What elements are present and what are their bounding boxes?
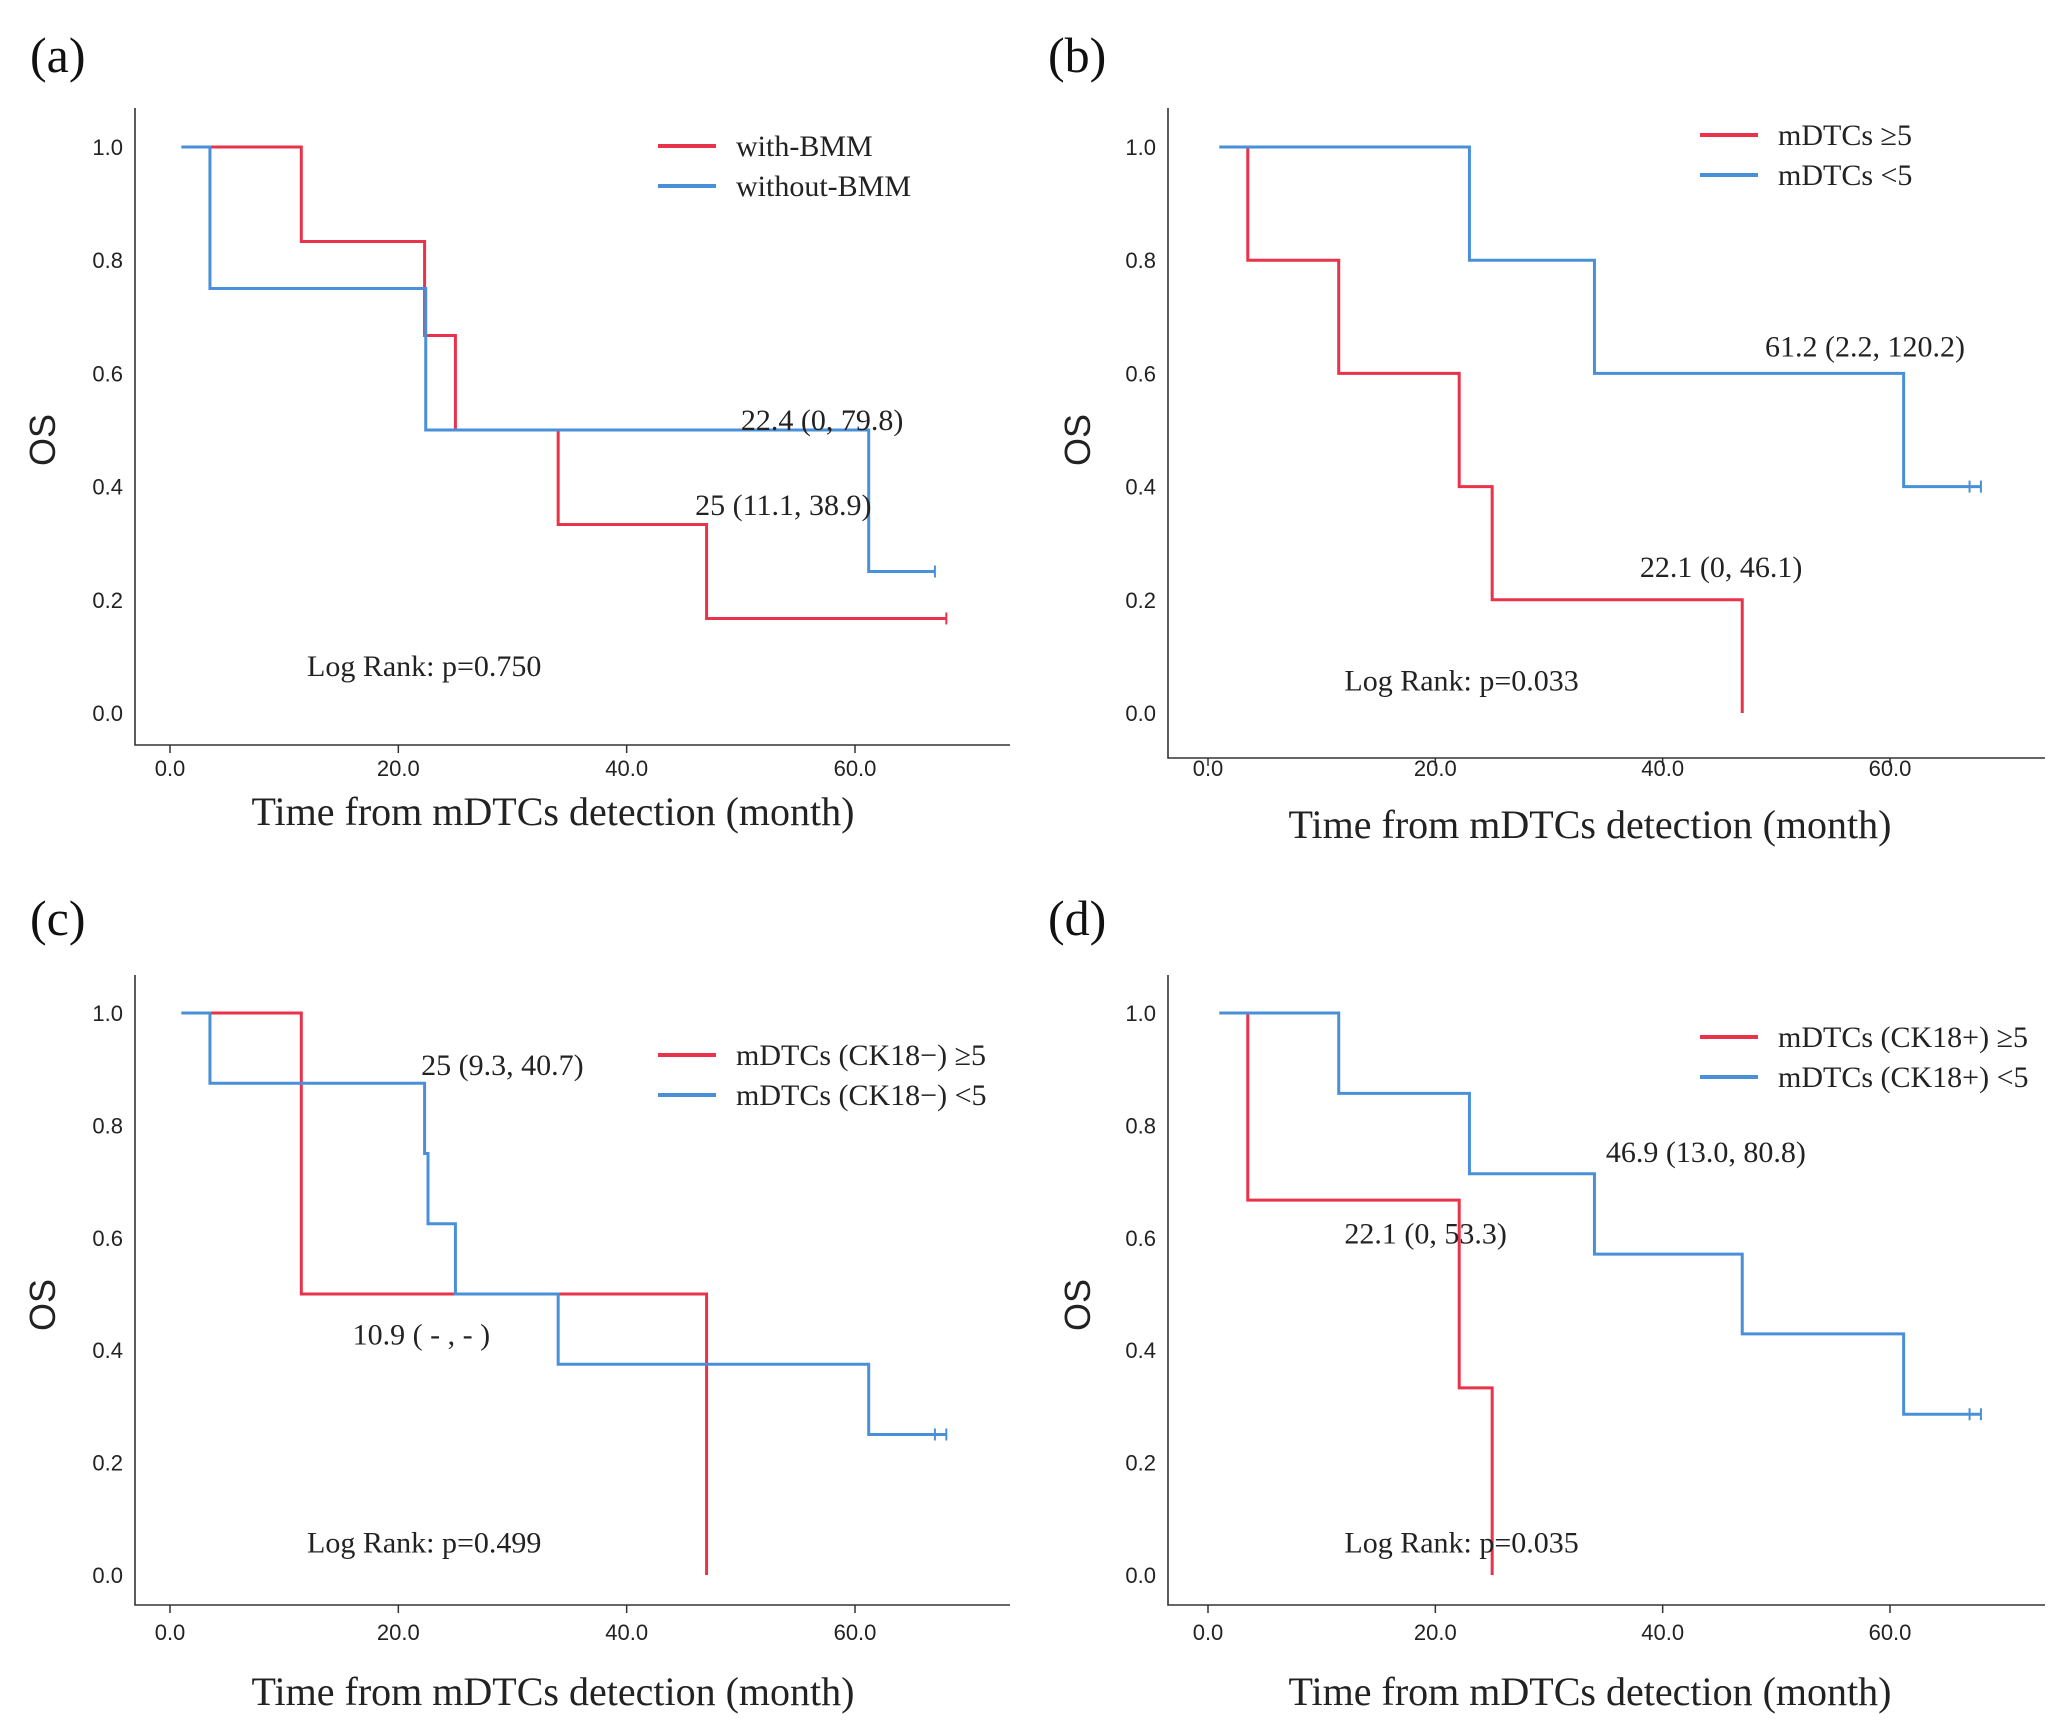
x-tick-label: 0.0 [1193, 1620, 1224, 1645]
panel-label: (d) [1048, 890, 1106, 946]
y-tick-label: 0.4 [1125, 1338, 1156, 1363]
km-curve-blue [181, 1011, 947, 1436]
axis-frame [134, 108, 1010, 746]
panel-b: (b) 0.0 0.2 0.4 0.6 0.8 1.0 0.0 20.0 40.0 60.0 OS Ti… [1048, 27, 2045, 847]
y-tick-label: 0.0 [92, 701, 123, 726]
y-tick-label: 0.6 [1125, 361, 1156, 386]
annotation-text: 25 (11.1, 38.9) [695, 489, 871, 522]
x-axis-title: Time from mDTCs detection (month) [1289, 1669, 1892, 1714]
axis-frame [134, 975, 1010, 1606]
y-axis-title: OS [1057, 414, 1098, 466]
y-tick-label: 0.8 [1125, 248, 1156, 273]
annotation-text: 10.9 ( - , - ) [353, 1319, 490, 1352]
km-curve-blue [1219, 1011, 1981, 1416]
y-tick-label: 0.4 [92, 475, 123, 500]
legend-label: mDTCs <5 [1778, 159, 1912, 192]
y-tick-label: 0.6 [92, 1226, 123, 1251]
km-curve-red [181, 1011, 709, 1575]
legend-label: mDTCs (CK18−) <5 [736, 1079, 987, 1112]
y-tick-label: 0.4 [1125, 475, 1156, 500]
x-tick-label: 60.0 [1869, 1620, 1912, 1645]
legend-label: mDTCs (CK18+) ≥5 [1778, 1021, 2028, 1054]
y-tick-label: 0.2 [1125, 1451, 1156, 1476]
y-tick-label: 1.0 [1125, 1001, 1156, 1026]
x-tick-label: 60.0 [1869, 756, 1912, 781]
annotation-text: 61.2 (2.2, 120.2) [1765, 330, 1965, 363]
x-axis-title: Time from mDTCs detection (month) [252, 789, 855, 834]
km-curve-red [1219, 145, 1744, 713]
y-tick-label: 0.2 [92, 1451, 123, 1476]
x-tick-label: 20.0 [377, 756, 420, 781]
y-tick-label: 0.8 [1125, 1113, 1156, 1138]
legend-label: without-BMM [736, 170, 911, 203]
legend-label: mDTCs (CK18−) ≥5 [736, 1039, 986, 1072]
axis-frame [1167, 108, 2045, 759]
panel-label: (b) [1048, 27, 1106, 83]
x-tick-label: 40.0 [1641, 756, 1684, 781]
km-curve-blue [181, 145, 935, 573]
x-tick-label: 20.0 [1414, 756, 1457, 781]
y-tick-label: 0.0 [1125, 1563, 1156, 1588]
x-tick-label: 40.0 [605, 756, 648, 781]
y-tick-label: 0.2 [92, 588, 123, 613]
y-tick-label: 0.6 [1125, 1226, 1156, 1251]
y-axis-title: OS [22, 1279, 63, 1331]
x-tick-label: 40.0 [1641, 1620, 1684, 1645]
y-tick-label: 0.0 [92, 1563, 123, 1588]
panel-a: (a) 0.0 0.2 0.4 0.6 0.8 1.0 0.0 20.0 40.0 60.0 OS Ti… [22, 27, 1010, 834]
legend-label: with-BMM [736, 130, 873, 163]
x-axis-title: Time from mDTCs detection (month) [1289, 802, 1892, 847]
km-curve-red [181, 145, 947, 620]
x-axis-title: Time from mDTCs detection (month) [252, 1669, 855, 1714]
km-curve-red [1219, 1011, 1494, 1575]
annotation-text: 22.1 (0, 46.1) [1640, 551, 1802, 584]
annotation-text: Log Rank: p=0.499 [307, 1527, 541, 1560]
y-axis-title: OS [22, 414, 63, 466]
x-tick-label: 0.0 [155, 756, 186, 781]
x-tick-label: 0.0 [155, 1620, 186, 1645]
y-tick-label: 1.0 [92, 135, 123, 160]
annotation-text: Log Rank: p=0.035 [1344, 1527, 1578, 1560]
panel-c: (c) 0.0 0.2 0.4 0.6 0.8 1.0 0.0 20.0 40.0 60.0 OS Ti… [22, 890, 1010, 1714]
x-tick-label: 20.0 [1414, 1620, 1457, 1645]
x-tick-label: 60.0 [834, 756, 877, 781]
annotation-text: 22.4 (0, 79.8) [741, 404, 903, 437]
annotation-text: 46.9 (13.0, 80.8) [1606, 1136, 1806, 1169]
x-tick-label: 60.0 [834, 1620, 877, 1645]
y-tick-label: 0.8 [92, 248, 123, 273]
legend-label: mDTCs (CK18+) <5 [1778, 1061, 2029, 1094]
y-tick-label: 1.0 [92, 1001, 123, 1026]
km-curve-blue [1219, 145, 1981, 489]
annotation-text: Log Rank: p=0.033 [1344, 664, 1578, 697]
panel-label: (a) [30, 27, 86, 83]
legend-label: mDTCs ≥5 [1778, 119, 1912, 152]
y-tick-label: 0.6 [92, 361, 123, 386]
y-tick-label: 0.8 [92, 1113, 123, 1138]
x-tick-label: 20.0 [377, 1620, 420, 1645]
annotation-text: 25 (9.3, 40.7) [421, 1049, 583, 1082]
panel-label: (c) [30, 890, 86, 946]
panel-d: (d) 0.0 0.2 0.4 0.6 0.8 1.0 0.0 20.0 40.0 60.0 OS Ti… [1048, 890, 2045, 1714]
y-tick-label: 1.0 [1125, 135, 1156, 160]
annotation-text: 22.1 (0, 53.3) [1344, 1217, 1506, 1250]
y-axis-title: OS [1057, 1279, 1098, 1331]
x-tick-label: 40.0 [605, 1620, 648, 1645]
axis-frame [1167, 975, 2045, 1606]
y-tick-label: 0.0 [1125, 701, 1156, 726]
annotation-text: Log Rank: p=0.750 [307, 650, 541, 683]
y-tick-label: 0.2 [1125, 588, 1156, 613]
y-tick-label: 0.4 [92, 1338, 123, 1363]
x-tick-label: 0.0 [1193, 756, 1224, 781]
